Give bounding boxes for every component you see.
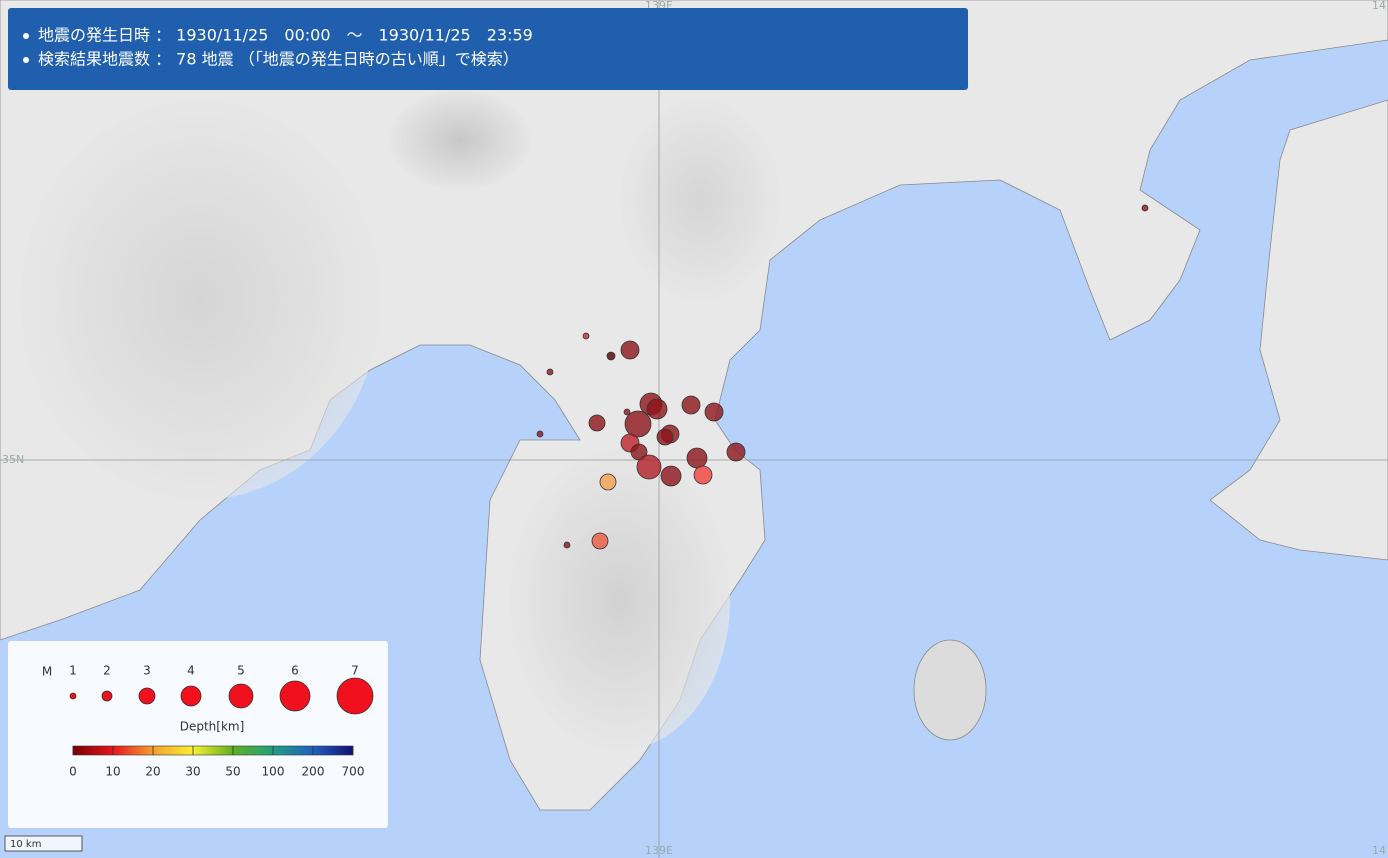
- epicenter[interactable]: [588, 414, 606, 432]
- epicenter[interactable]: [591, 532, 609, 550]
- grid-label: 139E: [645, 844, 673, 857]
- epicenter[interactable]: [624, 410, 652, 438]
- magnitude-value: 7: [351, 664, 359, 678]
- info-line: 検索結果地震数 ： 78 地震 （「地震の発生日時の古い順」で検索）: [38, 50, 519, 69]
- magnitude-value: 2: [103, 664, 111, 678]
- epicenter[interactable]: [726, 442, 746, 462]
- depth-tick-label: 0: [69, 765, 77, 779]
- epicenter[interactable]: [563, 541, 571, 549]
- magnitude-value: 5: [237, 664, 245, 678]
- info-line: 地震の発生日時 ： 1930/11/25 00:00 ～ 1930/11/25 …: [38, 26, 533, 45]
- epicenter[interactable]: [536, 430, 544, 438]
- epicenter[interactable]: [1141, 204, 1149, 212]
- depth-colorbar: [72, 745, 354, 756]
- legend-panel: [8, 641, 388, 828]
- magnitude-legend: 1 2 3 4 5 6 7: [69, 664, 374, 715]
- magnitude-symbol: [101, 690, 113, 702]
- boso-peninsula: [1209, 99, 1388, 561]
- info-panel: [8, 8, 968, 90]
- depth-tick-label: 30: [185, 765, 200, 779]
- epicenter[interactable]: [546, 368, 554, 376]
- mountain-shade: [390, 90, 530, 190]
- epicenters: [536, 204, 1149, 550]
- epicenter[interactable]: [623, 408, 631, 416]
- magnitude-symbol: [336, 677, 374, 715]
- epicenter[interactable]: [636, 454, 662, 480]
- scale-label: 10 km: [10, 839, 41, 850]
- grid-label: 14: [1372, 0, 1386, 12]
- epicenter[interactable]: [582, 332, 590, 340]
- izu-oshima: [913, 639, 987, 741]
- depth-tick-label: 700: [342, 765, 365, 779]
- depth-tick-label: 200: [302, 765, 325, 779]
- epicenter[interactable]: [686, 447, 708, 469]
- magnitude-label: M: [42, 665, 52, 679]
- magnitude-symbol: [279, 680, 311, 712]
- magnitude-value: 3: [143, 664, 151, 678]
- epicenter[interactable]: [660, 465, 682, 487]
- epicenter[interactable]: [656, 428, 674, 446]
- grid-label: 35N: [2, 453, 24, 466]
- depth-tick-label: 20: [145, 765, 160, 779]
- magnitude-value: 1: [69, 664, 77, 678]
- magnitude-symbol: [69, 692, 77, 700]
- depth-title: Depth[km]: [180, 720, 245, 734]
- epicenter[interactable]: [693, 465, 713, 485]
- bullet: [23, 33, 29, 39]
- depth-ticks: 0 10 20 30 50 100 200 700: [69, 746, 364, 779]
- epicenter[interactable]: [681, 395, 701, 415]
- magnitude-symbol: [180, 685, 202, 707]
- scale-bar: [4, 835, 83, 852]
- depth-tick-label: 50: [225, 765, 240, 779]
- epicenter[interactable]: [704, 402, 724, 422]
- magnitude-value: 6: [291, 664, 299, 678]
- bullet: [23, 57, 29, 63]
- epicenter[interactable]: [646, 398, 668, 420]
- magnitude-symbol: [138, 687, 156, 705]
- epicenter[interactable]: [599, 473, 617, 491]
- mountain-shade: [620, 100, 780, 300]
- mountain-shade: [510, 450, 730, 750]
- magnitude-symbol: [228, 683, 254, 709]
- grid-label: 14: [1372, 844, 1386, 857]
- magnitude-value: 4: [187, 664, 195, 678]
- depth-tick-label: 10: [105, 765, 120, 779]
- epicenter[interactable]: [606, 351, 616, 361]
- mountain-shade: [20, 100, 380, 500]
- depth-tick-label: 100: [262, 765, 285, 779]
- epicenter[interactable]: [620, 340, 640, 360]
